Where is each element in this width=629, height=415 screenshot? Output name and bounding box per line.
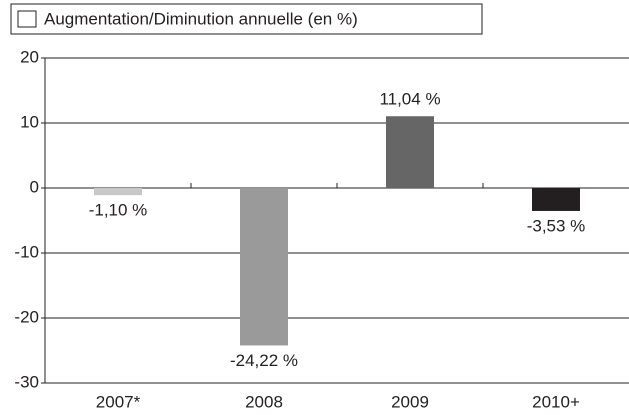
y-tick-label: 10 — [20, 112, 39, 131]
legend-label: Augmentation/Diminution annuelle (en %) — [44, 9, 358, 28]
x-tick-label: 2007* — [96, 392, 141, 411]
value-label: -24,22 % — [230, 351, 298, 370]
value-label: -1,10 % — [89, 201, 148, 220]
bar — [386, 116, 434, 188]
y-tick-label: 0 — [30, 177, 39, 196]
x-tick-label: 2008 — [245, 392, 283, 411]
legend-swatch — [17, 10, 37, 28]
x-tick-label: 2010+ — [532, 392, 580, 411]
y-tick-label: -30 — [14, 372, 39, 391]
y-tick-label: -20 — [14, 307, 39, 326]
bar — [532, 188, 580, 211]
bar — [240, 188, 288, 346]
bar — [94, 188, 142, 196]
y-tick-label: 20 — [20, 47, 39, 66]
y-tick-label: -10 — [14, 242, 39, 261]
legend-box — [10, 3, 483, 35]
x-tick-label: 2009 — [391, 392, 429, 411]
value-label: -3,53 % — [527, 216, 586, 235]
value-label: 11,04 % — [379, 90, 440, 109]
